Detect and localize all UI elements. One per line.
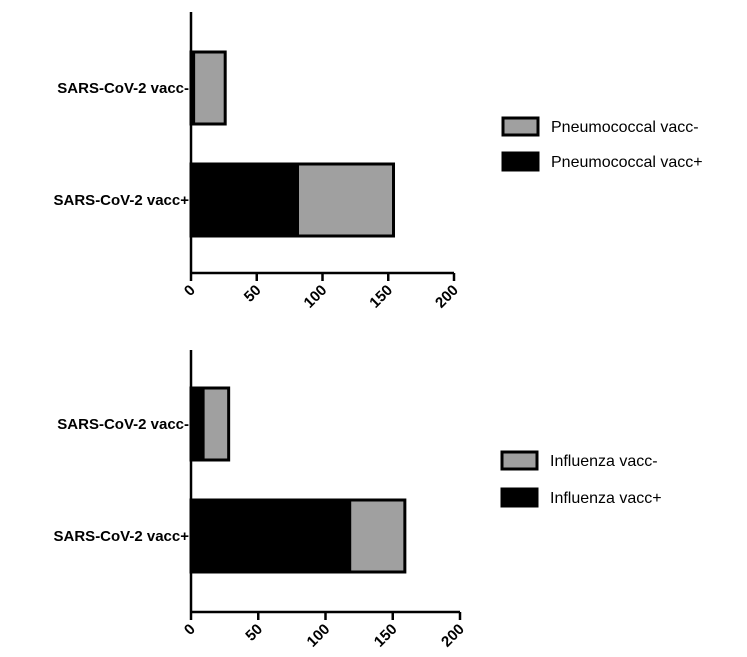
x-tick-label: 200 <box>438 621 468 651</box>
x-tick-label: 150 <box>371 621 401 651</box>
bar-segment <box>296 162 396 238</box>
category-label: SARS-CoV-2 vacc- <box>57 416 189 433</box>
legend-label: Influenza vacc- <box>550 453 658 470</box>
x-tick-label: 100 <box>301 282 331 312</box>
category-label: SARS-CoV-2 vacc- <box>57 80 189 97</box>
bar-segment <box>189 162 300 238</box>
bar-segment <box>189 386 205 462</box>
x-tick-label: 50 <box>241 282 265 306</box>
bar-segment <box>201 386 231 462</box>
legend-label: Influenza vacc+ <box>550 490 662 507</box>
x-tick-label: 0 <box>181 282 199 300</box>
bar-segment <box>189 498 352 574</box>
influenza-chart: SARS-CoV-2 vacc- SARS-CoV-2 vacc+ 0 50 100 15… <box>54 350 662 651</box>
bar-segment <box>192 50 227 126</box>
legend-swatch <box>500 487 539 508</box>
legend-swatch <box>500 450 539 471</box>
legend-swatch <box>501 151 540 172</box>
x-tick-label: 50 <box>242 621 266 645</box>
x-tick-label: 150 <box>366 282 396 312</box>
x-tick-label: 0 <box>181 621 199 639</box>
pneumococcal-chart: SARS-CoV-2 vacc- SARS-CoV-2 vacc+ 0 50 100 15… <box>54 12 703 312</box>
category-label: SARS-CoV-2 vacc+ <box>54 528 190 545</box>
bar-segment <box>348 498 407 574</box>
category-label: SARS-CoV-2 vacc+ <box>54 192 190 209</box>
x-tick-label: 200 <box>432 282 462 312</box>
x-tick-label: 100 <box>304 621 334 651</box>
legend-label: Pneumococcal vacc+ <box>551 154 703 171</box>
legend-swatch <box>501 116 540 137</box>
legend-label: Pneumococcal vacc- <box>551 119 699 136</box>
